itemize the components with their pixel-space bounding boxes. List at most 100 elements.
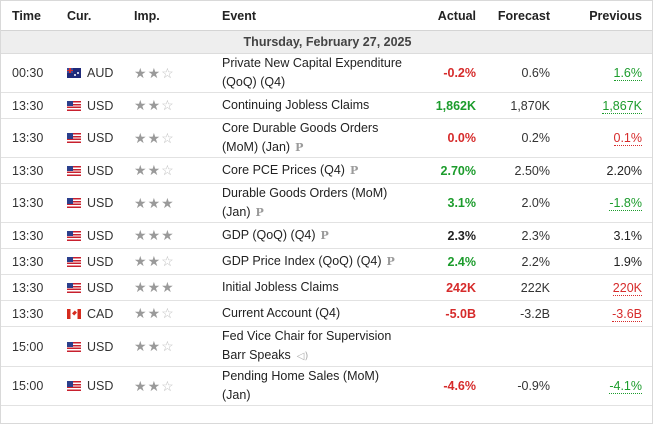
- previous-text[interactable]: -3.6B: [612, 306, 642, 322]
- table-row[interactable]: 13:30 USD ★★☆ Continuing Jobless Claims 1,86…: [1, 92, 652, 119]
- event-name-line2[interactable]: (Jan): [222, 388, 251, 402]
- star-filled-icon: ★: [134, 97, 147, 113]
- star-filled-icon: ★: [134, 162, 147, 178]
- event-name[interactable]: Durable Goods Orders (MoM) (Jan) P: [222, 183, 417, 223]
- table-row[interactable]: 15:00 USD ★★☆ Pending Home Sales (MoM) (Jan)…: [1, 366, 652, 406]
- preliminary-icon[interactable]: P: [255, 206, 264, 219]
- currency-code: USD: [87, 339, 114, 354]
- header-event[interactable]: Event: [222, 1, 417, 31]
- header-previous[interactable]: Previous: [568, 1, 652, 31]
- previous-value[interactable]: -1.8%: [568, 183, 652, 223]
- table-row[interactable]: 13:30 USD ★★★ Durable Goods Orders (MoM) (Ja…: [1, 183, 652, 223]
- star-empty-icon: ☆: [161, 64, 174, 81]
- header-forecast[interactable]: Forecast: [488, 1, 568, 31]
- preliminary-icon[interactable]: P: [386, 255, 395, 268]
- previous-text[interactable]: 220K: [612, 280, 642, 296]
- table-row[interactable]: 13:30 USD ★★☆ GDP Price Index (QoQ) (Q4) P 2.…: [1, 248, 652, 275]
- event-name-line1[interactable]: Fed Vice Chair for Supervision: [222, 329, 392, 343]
- forecast-value: 222K: [488, 274, 568, 301]
- currency-code: USD: [87, 379, 114, 393]
- table-row[interactable]: 13:30 USD ★★★ GDP (QoQ) (Q4) P 2.3% 2.3% 3.1%: [1, 222, 652, 249]
- speaker-icon[interactable]: ◁): [296, 351, 309, 362]
- event-name[interactable]: GDP Price Index (QoQ) (Q4) P: [222, 248, 417, 275]
- event-name-line1[interactable]: GDP Price Index (QoQ) (Q4): [222, 254, 382, 268]
- event-time: 13:30: [1, 183, 67, 223]
- event-name[interactable]: Private New Capital Expenditure (QoQ) (Q4…: [222, 53, 417, 93]
- header-currency[interactable]: Cur.: [67, 1, 134, 31]
- forecast-value: 1,870K: [488, 92, 568, 119]
- event-name[interactable]: Core PCE Prices (Q4) P: [222, 157, 417, 184]
- event-name[interactable]: Pending Home Sales (MoM) (Jan): [222, 366, 417, 406]
- us-flag-icon: [67, 133, 81, 143]
- event-name[interactable]: GDP (QoQ) (Q4) P: [222, 222, 417, 249]
- currency-code: USD: [87, 131, 114, 145]
- previous-value: 3.1%: [568, 222, 652, 249]
- currency-cell: USD: [67, 92, 134, 119]
- event-name-line1[interactable]: Durable Goods Orders (MoM): [222, 186, 388, 200]
- event-name-line2[interactable]: (QoQ) (Q4): [222, 75, 286, 89]
- event-name[interactable]: Initial Jobless Claims: [222, 274, 417, 301]
- event-name-line1[interactable]: Pending Home Sales (MoM): [222, 369, 380, 383]
- table-row[interactable]: 00:30 AUD ★★☆ Private New Capital Expenditu…: [1, 53, 652, 93]
- actual-value: [417, 326, 488, 367]
- actual-value: 242K: [417, 274, 488, 301]
- star-empty-icon: ☆: [161, 305, 174, 321]
- table-row[interactable]: 15:00 USD ★★☆ Fed Vice Chair for Supervisio…: [1, 326, 652, 367]
- previous-text[interactable]: 1,867K: [602, 98, 642, 114]
- header-actual[interactable]: Actual: [417, 1, 488, 31]
- actual-value: 0.0%: [417, 118, 488, 158]
- event-name-line2[interactable]: Barr Speaks: [222, 348, 291, 362]
- preliminary-icon[interactable]: P: [349, 164, 359, 177]
- header-importance[interactable]: Imp.: [134, 1, 222, 31]
- event-name-line1[interactable]: Continuing Jobless Claims: [222, 98, 370, 112]
- event-name[interactable]: Current Account (Q4): [222, 300, 417, 327]
- event-name-line1[interactable]: Core PCE Prices (Q4): [222, 163, 345, 177]
- event-name-line1[interactable]: Private New Capital Expenditure: [222, 56, 402, 70]
- event-time: 13:30: [1, 222, 67, 249]
- previous-value[interactable]: -4.1%: [568, 366, 652, 406]
- event-name-line1[interactable]: GDP (QoQ) (Q4): [222, 228, 316, 242]
- previous-value[interactable]: 1,867K: [568, 92, 652, 119]
- event-name-line1[interactable]: Core Durable Goods Orders: [222, 121, 379, 135]
- event-name[interactable]: Core Durable Goods Orders (MoM) (Jan) P: [222, 118, 417, 158]
- previous-value[interactable]: 220K: [568, 274, 652, 301]
- event-time: 13:30: [1, 118, 67, 158]
- star-filled-icon: ★: [134, 377, 147, 394]
- currency-cell: AUD: [67, 53, 134, 93]
- actual-text: 2.4%: [447, 254, 477, 269]
- previous-text[interactable]: 0.1%: [613, 131, 642, 146]
- table-row[interactable]: 13:30 USD ★★★ Initial Jobless Claims 242K 222…: [1, 274, 652, 301]
- us-flag-icon: [67, 100, 81, 111]
- previous-text: 3.1%: [613, 228, 643, 243]
- event-name-line1[interactable]: Current Account (Q4): [222, 306, 341, 320]
- event-name-line1[interactable]: Initial Jobless Claims: [222, 280, 339, 294]
- previous-value[interactable]: 1.6%: [568, 53, 652, 93]
- previous-text[interactable]: -4.1%: [609, 379, 642, 394]
- previous-value[interactable]: 0.1%: [568, 118, 652, 158]
- preliminary-icon[interactable]: P: [295, 141, 304, 154]
- preliminary-icon[interactable]: P: [320, 229, 329, 242]
- currency-cell: USD: [67, 366, 134, 406]
- importance-rating: ★★☆: [134, 53, 222, 93]
- importance-rating: ★★★: [134, 274, 222, 301]
- date-row: Thursday, February 27, 2025: [1, 30, 652, 54]
- table-row[interactable]: 13:30 CAD ★★☆ Current Account (Q4) -5.0B -3.2…: [1, 300, 652, 327]
- previous-value[interactable]: -3.6B: [568, 300, 652, 327]
- currency-code: AUD: [87, 66, 114, 80]
- event-name-line2[interactable]: (MoM) (Jan): [222, 140, 291, 154]
- forecast-value: 2.2%: [488, 248, 568, 275]
- table-row[interactable]: 13:30 USD ★★☆ Core PCE Prices (Q4) P 2.70% 2.5…: [1, 157, 652, 184]
- event-name[interactable]: Fed Vice Chair for Supervision Barr Speak…: [222, 326, 417, 367]
- event-name[interactable]: Continuing Jobless Claims: [222, 92, 417, 119]
- header-time[interactable]: Time: [1, 1, 67, 31]
- star-filled-icon: ★: [134, 194, 147, 211]
- star-empty-icon: ☆: [161, 129, 174, 146]
- table-row[interactable]: 13:30 USD ★★☆ Core Durable Goods Orders (MoM…: [1, 118, 652, 158]
- star-filled-icon: ★: [147, 227, 161, 243]
- previous-text[interactable]: -1.8%: [609, 196, 642, 211]
- event-name-line2[interactable]: (Jan): [222, 205, 251, 219]
- star-empty-icon: ☆: [161, 162, 174, 178]
- previous-text[interactable]: 1.6%: [613, 66, 642, 81]
- event-time: 15:00: [1, 326, 67, 367]
- actual-value: -5.0B: [417, 300, 488, 327]
